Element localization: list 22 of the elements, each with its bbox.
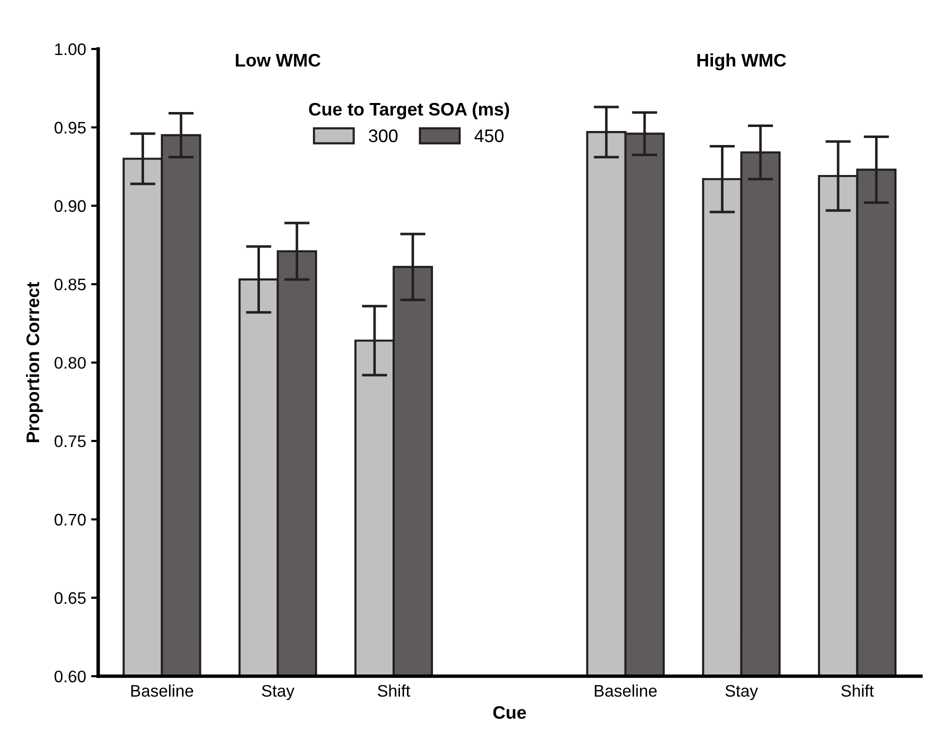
x-tick-label: Shift: [378, 684, 410, 697]
y-axis-title: Proportion Correct: [26, 282, 43, 442]
y-tick-label: 0.65: [54, 592, 86, 604]
y-tick-label: 0.90: [54, 200, 86, 212]
y-tick-label: 0.80: [54, 356, 86, 369]
y-tick-label: 0.70: [54, 514, 86, 526]
x-axis-title: Cue: [493, 706, 526, 719]
annotation: High WMC: [697, 53, 786, 70]
legend-label: 450: [474, 129, 504, 142]
x-tick-label: Stay: [725, 684, 758, 700]
legend-label: 300: [368, 129, 398, 142]
x-tick-label: Shift: [841, 684, 874, 697]
annotation: Low WMC: [236, 54, 320, 67]
x-tick-label: Baseline: [594, 684, 657, 697]
y-tick-label: 0.60: [54, 670, 86, 682]
y-tick-label: 0.75: [54, 435, 86, 448]
y-tick-label: 0.95: [54, 122, 86, 134]
y-tick-label: 1.00: [55, 43, 86, 56]
x-tick-label: Baseline: [131, 684, 194, 697]
y-tick-label: 0.85: [54, 278, 86, 290]
x-tick-label: Stay: [262, 684, 294, 700]
legend-title: Cue to Target SOA (ms): [309, 102, 510, 120]
